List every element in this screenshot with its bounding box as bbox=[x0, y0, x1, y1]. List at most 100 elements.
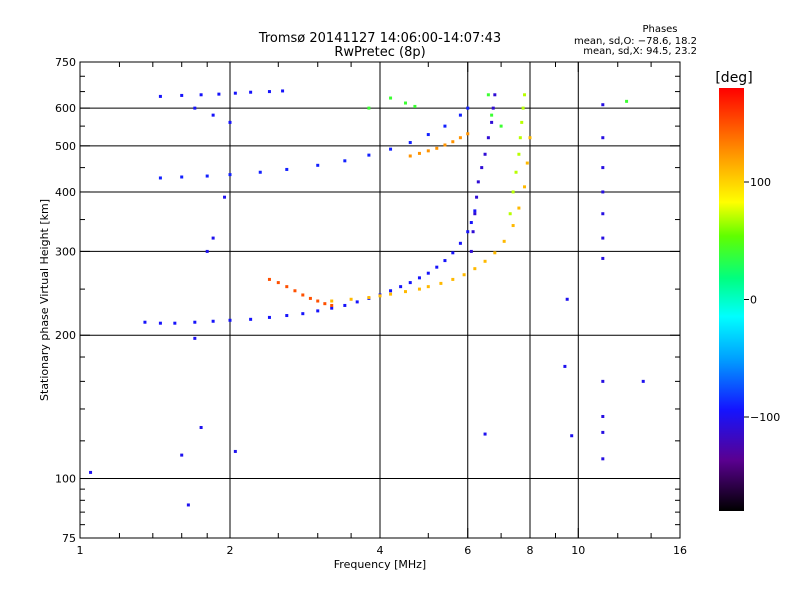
data-point-interference-11mhz bbox=[601, 379, 605, 383]
data-point-x-f1 bbox=[525, 161, 529, 165]
y-tick-label: 300 bbox=[55, 245, 76, 258]
data-point-x-spread-vertical bbox=[508, 212, 512, 216]
data-point-x-f1 bbox=[493, 251, 497, 255]
data-point-oblique-echo bbox=[293, 289, 297, 293]
y-tick-label: 600 bbox=[55, 102, 76, 115]
data-point-top-cluster-warm bbox=[490, 113, 494, 117]
data-point-x-f2 bbox=[458, 136, 462, 140]
data-point-o-f1-lower bbox=[443, 259, 447, 263]
y-tick-label: 75 bbox=[62, 532, 76, 545]
data-point-x-f1 bbox=[426, 285, 430, 289]
data-point-spread-f-vertical bbox=[473, 212, 477, 216]
plot-grid bbox=[80, 62, 680, 538]
data-point-interference-11mhz bbox=[601, 256, 605, 260]
data-point-o-f2-upper bbox=[285, 167, 289, 171]
data-point-o-f1-lower bbox=[458, 241, 462, 245]
data-point-x-spread-vertical bbox=[520, 120, 524, 124]
x-tick-label: 6 bbox=[464, 544, 471, 557]
data-point-top-cluster bbox=[228, 120, 232, 124]
data-point-o-f1-lower bbox=[285, 314, 289, 318]
data-point-x-spread-vertical bbox=[517, 152, 521, 156]
data-point-o-f1-lower bbox=[399, 285, 403, 289]
data-point-o-f2-upper bbox=[458, 113, 462, 117]
data-point-o-f2-upper bbox=[228, 173, 232, 177]
data-point-scattered bbox=[565, 297, 569, 301]
data-point-x-f1 bbox=[517, 206, 521, 210]
data-point-spread-f-vertical bbox=[483, 152, 487, 156]
data-point-interference-11mhz bbox=[601, 212, 605, 216]
data-point-top-cluster-warm bbox=[625, 99, 629, 103]
x-tick-label: 1 bbox=[77, 544, 84, 557]
data-point-o-f2-upper bbox=[343, 159, 347, 163]
data-point-interference-11mhz bbox=[601, 457, 605, 461]
data-point-top-cluster bbox=[193, 106, 197, 110]
data-point-o-f1-lower bbox=[466, 230, 470, 234]
data-point-interference-11mhz bbox=[601, 414, 605, 418]
data-point-scattered bbox=[193, 336, 197, 340]
data-point-oblique-echo bbox=[276, 281, 280, 285]
data-point-x-f2 bbox=[466, 132, 470, 136]
data-point-x-spread-vertical bbox=[521, 106, 525, 110]
data-point-interference-11mhz bbox=[601, 190, 605, 194]
data-point-oblique-echo bbox=[267, 277, 271, 281]
data-point-spread-f-vertical bbox=[490, 120, 494, 124]
data-point-scattered bbox=[483, 432, 487, 436]
data-point-o-f1-lower bbox=[267, 315, 271, 319]
plot-axes: 1 2 4 6 8 10 16 75 100 200 300 400 500 600 750 bbox=[55, 56, 687, 557]
data-point-top-cluster-warm bbox=[367, 106, 371, 110]
data-point-x-spread-vertical bbox=[523, 93, 527, 97]
data-point-x-f2 bbox=[408, 154, 412, 158]
data-point-x-f1 bbox=[473, 267, 477, 271]
data-point-o-f1-lower bbox=[355, 300, 359, 304]
data-point-scattered bbox=[199, 425, 203, 429]
data-point-x-f2 bbox=[417, 151, 421, 155]
data-point-x-f1 bbox=[483, 259, 487, 263]
data-point-o-f1-lower bbox=[473, 209, 477, 213]
data-point-x-f1 bbox=[462, 273, 466, 277]
data-point-top-cluster bbox=[211, 113, 215, 117]
x-tick-label: 10 bbox=[571, 544, 585, 557]
colorbar-tick-label: 0 bbox=[750, 294, 757, 307]
data-point-interference-11mhz bbox=[601, 430, 605, 434]
data-point-o-f2-upper bbox=[408, 141, 412, 145]
data-point-spread-f-vertical bbox=[480, 166, 484, 170]
data-point-top-cluster bbox=[199, 93, 203, 97]
colorbar-tick-label: 100 bbox=[750, 176, 771, 189]
data-point-top-cluster-warm bbox=[413, 104, 417, 108]
data-point-x-f1 bbox=[502, 239, 506, 243]
data-point-scattered bbox=[211, 236, 215, 240]
data-point-spread-f-vertical bbox=[486, 136, 490, 140]
data-point-scattered bbox=[641, 379, 645, 383]
data-point-interference-11mhz bbox=[601, 166, 605, 170]
data-point-o-f2-upper bbox=[466, 106, 470, 110]
data-point-spread-f-vertical bbox=[476, 180, 480, 184]
data-point-o-f1-lower bbox=[343, 303, 347, 307]
y-axis-label: Stationary phase Virtual Height [km] bbox=[38, 199, 51, 401]
data-point-o-f1-lower bbox=[143, 320, 147, 324]
colorbar-ticks: 100 0 −100 bbox=[744, 176, 780, 424]
data-point-x-f1 bbox=[528, 136, 532, 140]
data-point-top-cluster bbox=[249, 90, 253, 94]
x-tick-label: 4 bbox=[377, 544, 384, 557]
data-point-x-spread-vertical bbox=[518, 136, 522, 140]
data-point-o-f1-lower bbox=[158, 321, 162, 325]
data-point-o-f1-lower bbox=[193, 320, 197, 324]
data-point-o-f1-lower bbox=[316, 309, 320, 313]
data-point-spread-f-vertical bbox=[469, 249, 473, 253]
stats-title: Phases bbox=[642, 24, 677, 35]
data-point-top-cluster-warm bbox=[403, 101, 407, 105]
plot-points bbox=[89, 89, 645, 507]
data-point-x-f1 bbox=[523, 185, 527, 189]
data-point-o-f2-upper bbox=[389, 147, 393, 151]
data-point-x-f1 bbox=[389, 292, 393, 296]
data-point-oblique-echo bbox=[301, 293, 305, 297]
data-point-x-f1 bbox=[439, 281, 443, 285]
data-point-o-f2-upper bbox=[258, 170, 262, 174]
data-point-oblique-echo bbox=[330, 303, 334, 307]
y-tick-label: 750 bbox=[55, 56, 76, 69]
x-axis-label: Frequency [MHz] bbox=[334, 558, 426, 571]
data-point-o-f2-upper bbox=[426, 133, 430, 137]
data-point-o-f1-lower bbox=[469, 221, 473, 225]
data-point-o-f1-lower bbox=[330, 306, 334, 310]
